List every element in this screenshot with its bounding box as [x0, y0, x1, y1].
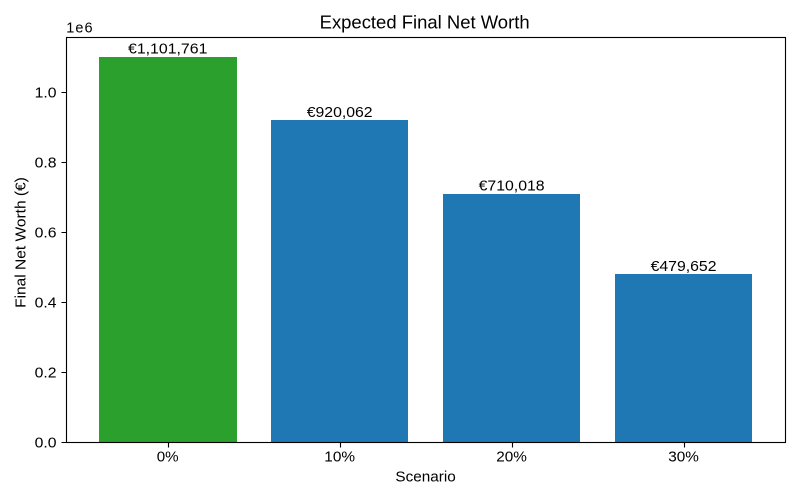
svg-text:€710,018: €710,018: [479, 179, 545, 195]
svg-text:30%: 30%: [668, 450, 699, 466]
svg-text:€920,062: €920,062: [307, 105, 373, 121]
svg-text:1e6: 1e6: [66, 21, 92, 37]
svg-text:0.8: 0.8: [35, 156, 57, 172]
svg-text:0.2: 0.2: [35, 365, 57, 381]
svg-text:0.4: 0.4: [35, 295, 57, 311]
svg-text:0.6: 0.6: [35, 226, 57, 242]
svg-text:0%: 0%: [157, 450, 179, 466]
svg-text:€479,652: €479,652: [651, 259, 717, 275]
svg-text:1.0: 1.0: [35, 86, 57, 102]
svg-text:0.0: 0.0: [35, 435, 57, 451]
svg-text:20%: 20%: [496, 450, 527, 466]
svg-text:Expected Final Net Worth: Expected Final Net Worth: [320, 12, 530, 33]
svg-text:Final Net Worth (€): Final Net Worth (€): [14, 177, 30, 308]
svg-text:Scenario: Scenario: [395, 470, 455, 486]
svg-text:€1,101,761: €1,101,761: [128, 42, 207, 58]
svg-text:10%: 10%: [324, 450, 355, 466]
